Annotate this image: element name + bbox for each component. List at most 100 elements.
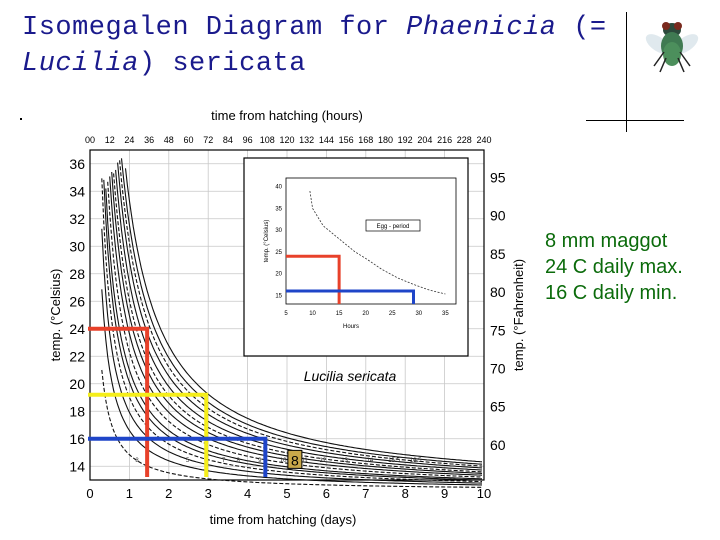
- curve-label: 3: [135, 458, 139, 464]
- y-tick-label: 30: [69, 238, 85, 254]
- y-tick-label: 24: [69, 321, 85, 337]
- maggot-size-label: 8: [291, 452, 299, 468]
- note-line-3: 16 C daily min.: [545, 282, 678, 304]
- hour-tick-label: 228: [457, 135, 472, 145]
- isomegalen-curve: [119, 160, 483, 467]
- hour-tick-label: 156: [339, 135, 354, 145]
- note-line-2: 24 C daily max.: [545, 256, 683, 278]
- hour-tick-label: 216: [437, 135, 452, 145]
- x-tick-label: 9: [441, 486, 448, 501]
- hour-tick-label: 144: [319, 135, 334, 145]
- annotation-note: 8 mm maggot 24 C daily max. 16 C daily m…: [545, 228, 683, 306]
- x-tick-label: 10: [477, 486, 491, 501]
- hour-tick-label: 84: [223, 135, 233, 145]
- x-tick-label: 6: [323, 486, 330, 501]
- f-tick-label: 95: [490, 170, 506, 186]
- y-tick-label: 16: [69, 431, 85, 447]
- inset-x-tick: 10: [309, 311, 316, 317]
- x-tick-label: 4: [244, 486, 251, 501]
- hour-tick-label: 96: [243, 135, 253, 145]
- inset-x-tick: 35: [442, 311, 449, 317]
- plot-frame: [89, 149, 485, 481]
- y-tick-label: 28: [69, 266, 85, 282]
- isomegalen-curve: [120, 158, 483, 465]
- fly-photo: [642, 14, 702, 76]
- species-label: Lucilia sericata: [304, 368, 397, 384]
- hour-tick-label: 204: [417, 135, 432, 145]
- curve-label: 15.5: [388, 458, 400, 464]
- x-tick-label: 8: [402, 486, 409, 501]
- highlight-line-blue: [88, 436, 268, 477]
- x-tick-label: 1: [126, 486, 133, 501]
- y-tick-label: 18: [69, 403, 85, 419]
- hour-tick-label: 108: [260, 135, 275, 145]
- x-axis-title: time from hatching (days): [210, 512, 357, 527]
- x-tick-label: 7: [362, 486, 369, 501]
- inset-label: Egg - period: [377, 224, 410, 230]
- isomegalen-curve: [117, 162, 483, 469]
- f-tick-label: 85: [490, 246, 506, 262]
- y-tick-label: 26: [69, 293, 85, 309]
- top-axis-title: time from hatching (hours): [211, 108, 363, 123]
- f-tick-label: 90: [490, 208, 506, 224]
- hour-tick-label: 36: [144, 135, 154, 145]
- hour-tick-label: 132: [299, 135, 314, 145]
- inset-x-tick: 30: [415, 311, 422, 317]
- inset-highlight-blue: [286, 289, 415, 304]
- inset-y-tick: 35: [275, 206, 282, 212]
- inset-x-tick: 15: [336, 311, 343, 317]
- y-tick-label: 14: [69, 458, 85, 474]
- inset-y-tick: 30: [275, 228, 282, 234]
- hour-tick-label: 48: [164, 135, 174, 145]
- y-tick-label: 20: [69, 376, 85, 392]
- note-line-1: 8 mm maggot: [545, 230, 668, 252]
- inset-x-tick: 20: [362, 311, 369, 317]
- curve-label: 13: [341, 458, 348, 464]
- inset-y-tick: 15: [275, 293, 282, 299]
- isomegalen-curve: [101, 228, 482, 484]
- curve-label: 12: [320, 458, 327, 464]
- hour-tick-label: 168: [358, 135, 373, 145]
- y-tick-label: 36: [69, 156, 85, 172]
- x-tick-label: 3: [205, 486, 212, 501]
- x-tick-label: 5: [283, 486, 290, 501]
- curve-label: 16.5: [410, 458, 422, 464]
- curve-label: 7: [222, 458, 226, 464]
- y-tick-label: 32: [69, 211, 85, 227]
- inset-highlight-red: [286, 254, 341, 304]
- hour-tick-label: 24: [124, 135, 134, 145]
- hour-tick-label: 120: [279, 135, 294, 145]
- y-axis-title: temp. (°Celsius): [48, 269, 63, 362]
- isomegalen-curve: [101, 369, 483, 488]
- x-tick-label: 2: [165, 486, 172, 501]
- highlight-line-yellow: [88, 392, 209, 477]
- inset-plot-frame: [285, 177, 457, 305]
- inset-frame: [243, 157, 469, 357]
- curve-label: 14: [366, 458, 373, 464]
- hour-tick-label: 12: [105, 135, 115, 145]
- f-tick-label: 65: [490, 399, 506, 415]
- highlight-line-red: [88, 326, 150, 477]
- curve-label: 8: [236, 458, 240, 464]
- inset-y-tick: 40: [275, 185, 282, 191]
- y-tick-label: 34: [69, 183, 85, 199]
- y-tick-label: 22: [69, 348, 85, 364]
- inset-y-title: temp. (°Celsius): [264, 220, 270, 263]
- stray-dot: [20, 118, 22, 120]
- isomegalen-curve: [124, 168, 483, 463]
- curve-label: 10: [280, 458, 287, 464]
- inset-y-tick: 25: [275, 250, 282, 256]
- isomegalen-curve: [103, 179, 483, 481]
- curve-label: 11: [301, 458, 308, 464]
- divider-vertical: [626, 12, 627, 132]
- f-tick-label: 60: [490, 437, 506, 453]
- hour-tick-label: 240: [476, 135, 491, 145]
- hour-tick-label: 72: [203, 135, 213, 145]
- hour-tick-label: 192: [398, 135, 413, 145]
- hour-tick-label: 60: [183, 135, 193, 145]
- curve-label: 9: [258, 458, 262, 464]
- inset-label-box: [365, 219, 421, 232]
- title-line-2: Lucilia) sericata: [22, 49, 306, 79]
- y-axis-right-title: temp. (°Fahrenheit): [511, 259, 526, 371]
